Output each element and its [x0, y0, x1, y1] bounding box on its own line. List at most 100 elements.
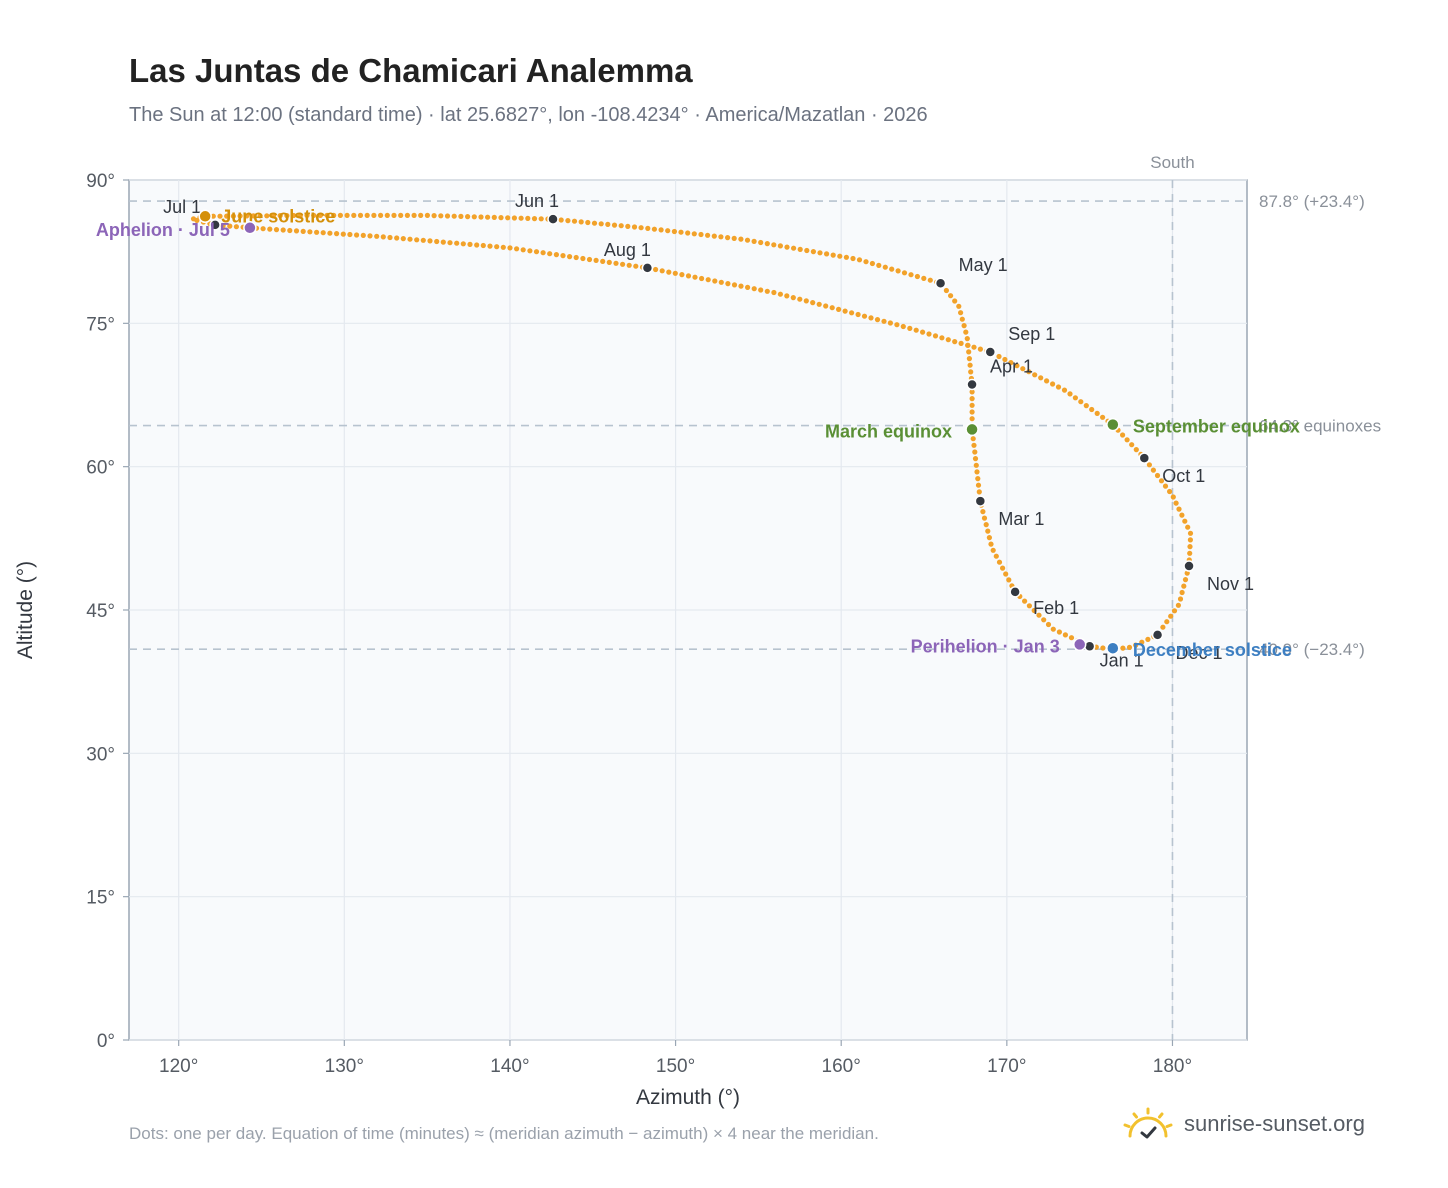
daily-sun-dot: [939, 335, 945, 341]
daily-sun-dot: [758, 239, 764, 246]
daily-sun-dot: [1002, 356, 1008, 363]
daily-sun-dot: [952, 298, 958, 304]
daily-sun-dot: [454, 240, 460, 246]
daily-sun-dot: [1000, 565, 1006, 571]
event-marker: [243, 221, 257, 235]
daily-sun-dot: [804, 247, 810, 254]
daily-sun-dot: [952, 339, 958, 345]
daily-sun-dot: [233, 224, 239, 230]
daily-sun-dot: [659, 268, 665, 274]
daily-sun-dot: [300, 228, 306, 234]
daily-sun-dot: [745, 284, 751, 290]
daily-sun-dot: [945, 337, 951, 343]
daily-sun-dot: [220, 223, 226, 229]
daily-sun-dot: [270, 213, 277, 219]
month-label: Apr 1: [990, 356, 1033, 376]
daily-sun-dot: [959, 316, 965, 322]
daily-sun-dot: [1045, 621, 1052, 628]
y-tick-label: 30°: [86, 744, 115, 765]
daily-sun-dot: [823, 303, 829, 309]
daily-sun-dot: [260, 226, 266, 232]
x-tick-label: 170°: [987, 1056, 1026, 1077]
daily-sun-dot: [598, 221, 604, 227]
daily-sun-dot: [1179, 512, 1185, 518]
daily-sun-dot: [307, 229, 313, 235]
month-marker: [974, 495, 987, 507]
daily-sun-dot: [364, 212, 370, 218]
daily-sun-dot: [585, 219, 591, 226]
daily-sun-dot: [1003, 571, 1009, 577]
daily-sun-dot: [791, 245, 797, 251]
grid-lines: [129, 179, 1247, 1041]
daily-sun-dot: [224, 213, 230, 219]
daily-sun-dot: [391, 212, 397, 218]
daily-sun-dot: [968, 369, 974, 375]
daily-sun-dot: [764, 288, 770, 294]
daily-sun-dot: [438, 213, 444, 219]
daily-sun-dot: [578, 219, 584, 225]
chart-title: Las Juntas de Chamicari Analemma: [129, 52, 693, 89]
daily-sun-dot: [1164, 619, 1170, 625]
daily-sun-dot: [658, 227, 664, 233]
daily-sun-dot: [340, 231, 346, 237]
daily-sun-dot: [520, 247, 526, 253]
daily-sun-dot: [553, 252, 560, 258]
daily-sun-dot: [600, 258, 606, 264]
daily-sun-dot: [1133, 642, 1139, 648]
daily-sun-dot: [565, 218, 571, 224]
daily-sun-dot: [491, 214, 497, 220]
daily-sun-dot: [927, 277, 933, 283]
daily-sun-dot: [901, 270, 908, 276]
daily-sun-dot: [850, 255, 856, 262]
month-label: Sep 1: [1008, 324, 1055, 344]
daily-sun-dot: [784, 244, 790, 250]
daily-sun-dot: [447, 240, 453, 246]
month-marker: [209, 219, 221, 231]
daily-sun-dot: [638, 225, 644, 231]
daily-sun-dot: [855, 311, 861, 318]
daily-sun-dot: [573, 254, 579, 261]
daily-sun-dot: [387, 234, 393, 241]
daily-sun-dot: [511, 215, 517, 221]
month-marker: [966, 378, 978, 391]
daily-sun-dot: [538, 216, 544, 222]
month-label: Feb 1: [1033, 598, 1079, 618]
axis-ticks: 120° 130° 140° 150° 160° 170° 180° 0° 15° 30° 45° 6…: [86, 171, 1192, 1077]
daily-sun-dot: [398, 212, 404, 218]
daily-sun-dot: [889, 266, 895, 272]
daily-sun-dot: [1067, 391, 1073, 397]
daily-sun-dot: [672, 270, 678, 276]
daily-sun-dot: [969, 396, 975, 402]
daily-sun-dot: [1150, 467, 1156, 473]
daily-sun-dot: [738, 236, 744, 242]
y-tick-label: 45°: [86, 601, 115, 622]
daily-sun-dot: [606, 259, 612, 265]
daily-sun-dot: [1173, 500, 1179, 506]
month-marker: [547, 213, 559, 225]
daily-sun-dot: [874, 317, 881, 323]
daily-sun-dot: [344, 212, 350, 218]
daily-sun-dot: [777, 291, 784, 297]
daily-sun-dot: [558, 217, 564, 223]
daily-sun-dot: [920, 329, 926, 335]
event-marker: [1106, 417, 1120, 432]
brand[interactable]: sunrise-sunset.org: [1120, 1100, 1365, 1148]
daily-sun-dot: [1014, 363, 1020, 369]
daily-sun-dot: [972, 456, 979, 462]
daily-sun-dot: [1170, 494, 1176, 500]
daily-sun-dot: [790, 295, 796, 301]
daily-sun-dot: [784, 293, 790, 299]
daily-sun-dot: [367, 233, 373, 239]
daily-sun-dot: [1031, 607, 1037, 614]
month-label: Oct 1: [1162, 466, 1205, 486]
daily-sun-dot: [932, 333, 939, 339]
daily-sun-dot: [887, 320, 894, 326]
daily-sun-dot: [357, 212, 364, 218]
x-tick-label: 140°: [490, 1056, 529, 1077]
daily-sun-dot: [964, 336, 970, 342]
event-label: June solstice: [221, 206, 335, 226]
daily-sun-dot: [593, 257, 599, 263]
daily-sun-dot: [718, 234, 724, 240]
daily-sun-dot: [440, 239, 446, 245]
daily-sun-dot: [618, 223, 624, 229]
